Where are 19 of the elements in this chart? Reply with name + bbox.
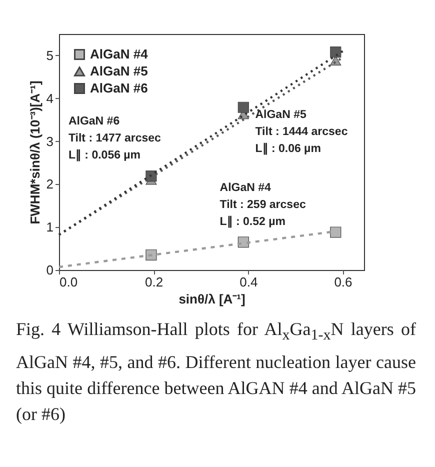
x-tick-label: 0.6 (334, 274, 352, 290)
x-axis-title: sinθ/λ [A⁻¹] (178, 292, 246, 306)
y-tick-label: 0 (46, 262, 54, 278)
x-tick-label: 0.4 (240, 274, 258, 290)
legend-label: AlGaN #4 (90, 46, 149, 62)
y-tick-label: 1 (46, 220, 54, 235)
y-tick-label: 4 (46, 90, 54, 106)
annotation: AlGaN #6 Tilt : 1477 arcsec L∥ : 0.056 µm (68, 116, 162, 162)
legend-label: AlGaN #6 (90, 80, 148, 96)
x-tick-label: 0.0 (60, 274, 78, 290)
y-tick-label: 2 (46, 176, 54, 192)
y-tick-label: 5 (46, 48, 54, 63)
legend-label: AlGaN #5 (90, 64, 148, 78)
annotation: AlGaN #4 Tilt : 259 arcsec L∥ : 0.52 µm (220, 182, 306, 228)
annotation: AlGaN #5 Tilt : 1444 arcsec L∥ : 0.06 µm (255, 109, 348, 156)
x-tick-label: 0.2 (145, 274, 164, 290)
y-tick-label: 3 (46, 134, 54, 149)
caption: Fig. 4 Williamson-Hall plots for Al$_{x}$Ga$_{1-x}$N layers of AlGaN #4, #5, and #6. Different nucleation layer cause this quite difference between AlGAN #4 and AlGaN #5 (or #6) (16, 318, 416, 426)
y-axis-title: FWHM*sinθ/λ (10⁻³)[A⁻¹] (27, 80, 42, 224)
